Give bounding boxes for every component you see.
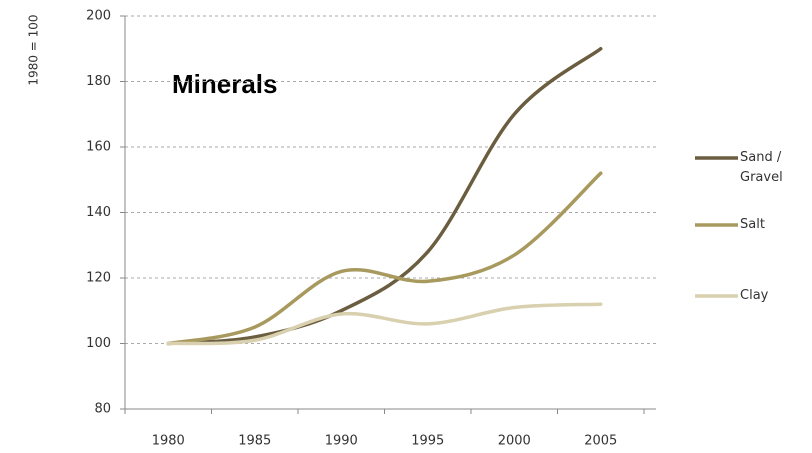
legend-label: Clay [740, 288, 769, 303]
series-line [166, 171, 603, 346]
y-tick-label: 200 [86, 9, 111, 24]
legend-label: Salt [740, 217, 765, 232]
x-tick-label: 2000 [498, 434, 531, 449]
series-line [166, 302, 603, 346]
y-tick-label: 100 [86, 336, 111, 351]
y-tick-label: 160 [86, 140, 111, 155]
x-tick-label: 1980 [152, 434, 185, 449]
y-tick-label: 140 [86, 205, 111, 220]
x-tick-label: 1985 [238, 434, 271, 449]
x-tick-label: 1995 [411, 434, 444, 449]
y-tick-label: 80 [94, 402, 111, 417]
x-tick-label: 2005 [584, 434, 617, 449]
y-tick-label: 180 [86, 74, 111, 89]
y-tick-label: 120 [86, 271, 111, 286]
x-tick-label: 1990 [325, 434, 358, 449]
legend-label: Sand / Gravel [740, 150, 783, 185]
y-axis-label: 1980 = 100 [27, 14, 41, 85]
chart-title: Minerals [172, 69, 278, 99]
